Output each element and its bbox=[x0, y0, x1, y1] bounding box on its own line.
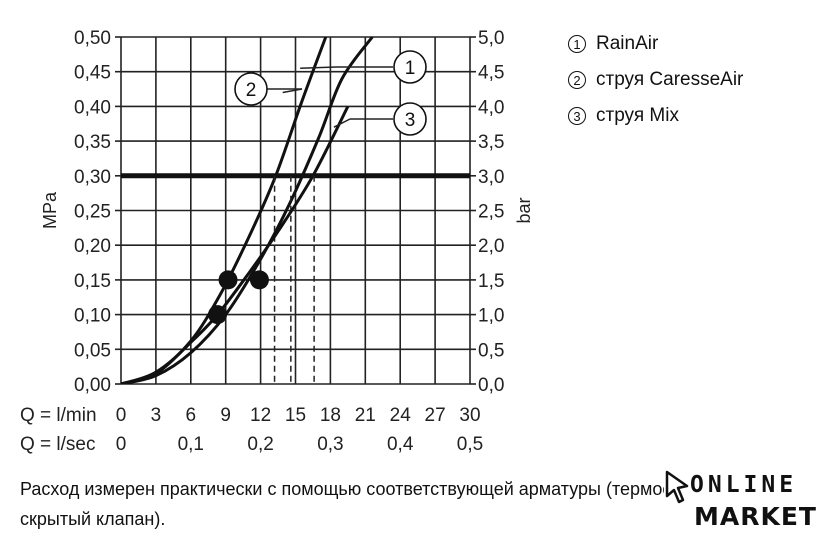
callout-number-1: 1 bbox=[405, 58, 416, 79]
x-tick-label: 6 bbox=[186, 405, 197, 426]
y-tick-label-left: 0,30 bbox=[74, 167, 111, 188]
y-tick-label-left: 0,05 bbox=[74, 340, 111, 361]
x-tick-label: 0,2 bbox=[247, 434, 273, 455]
y-axis-title-left: MPa bbox=[40, 191, 60, 229]
x-tick-label: 21 bbox=[355, 405, 376, 426]
logo-text-market: MARKET bbox=[694, 502, 817, 531]
y-tick-label-left: 0,45 bbox=[74, 63, 111, 84]
y-tick-label-left: 0,40 bbox=[74, 97, 111, 118]
x-tick-label: 12 bbox=[250, 405, 271, 426]
chart-ticks: 0,000,050,100,150,200,250,300,350,400,45… bbox=[20, 28, 534, 455]
x-tick-label: 0,3 bbox=[317, 434, 343, 455]
series-marker-3 bbox=[208, 305, 228, 325]
legend-label-2: струя CaresseAir bbox=[596, 69, 744, 90]
x-tick-label: 3 bbox=[151, 405, 162, 426]
x-tick-label: 0,1 bbox=[178, 434, 204, 455]
x-tick-label: 9 bbox=[220, 405, 231, 426]
x-tick-label: 30 bbox=[459, 405, 480, 426]
y-axis-title-right: bar bbox=[514, 197, 534, 223]
y-tick-label-right: 2,5 bbox=[478, 202, 504, 223]
y-tick-label-right: 1,0 bbox=[478, 306, 504, 327]
legend-item-1: 1 RainAir bbox=[568, 26, 743, 62]
x-tick-label: 24 bbox=[390, 405, 412, 426]
legend-number-1: 1 bbox=[568, 35, 586, 53]
callout-circle-2 bbox=[234, 72, 268, 106]
footnote-text: Расход измерен практически с помощью соо… bbox=[20, 479, 796, 529]
legend-item-2: 2 струя CaresseAir bbox=[568, 62, 743, 98]
y-tick-label-right: 2,0 bbox=[478, 236, 504, 257]
y-tick-label-left: 0,20 bbox=[74, 236, 111, 257]
y-tick-label-right: 3,0 bbox=[478, 167, 504, 188]
y-tick-label-right: 0,0 bbox=[478, 375, 504, 396]
x-axis-row-label: Q = l/min bbox=[20, 405, 97, 426]
legend-label-1: RainAir bbox=[596, 33, 659, 54]
online-market-logo: ONLINE MARKET bbox=[664, 468, 816, 542]
callout-leader-diag-2 bbox=[282, 88, 303, 94]
x-tick-label: 0 bbox=[116, 434, 127, 455]
chart-callouts: 1 2 3 bbox=[234, 50, 427, 136]
x-tick-label: 27 bbox=[425, 405, 446, 426]
flow-pressure-chart: 0,000,050,100,150,200,250,300,350,400,45… bbox=[20, 28, 534, 455]
legend-number-3: 3 bbox=[568, 107, 586, 125]
callout-leader-diag-1 bbox=[300, 66, 337, 69]
y-tick-label-left: 0,50 bbox=[74, 28, 111, 49]
cursor-arrow-icon bbox=[665, 470, 689, 504]
x-tick-label: 0,5 bbox=[457, 434, 483, 455]
y-tick-label-left: 0,35 bbox=[74, 132, 111, 153]
y-tick-label-left: 0,10 bbox=[74, 306, 111, 327]
x-tick-label: 0 bbox=[116, 405, 127, 426]
chart-series bbox=[121, 37, 374, 384]
chart-legend: 1 RainAir 2 струя CaresseAir 3 струя Mix bbox=[568, 26, 743, 134]
series-marker-1 bbox=[249, 270, 269, 290]
y-tick-label-right: 4,0 bbox=[478, 97, 504, 118]
callout-number-3: 3 bbox=[405, 110, 416, 131]
x-axis-row-label: Q = l/sec bbox=[20, 434, 96, 455]
callout-circle-1 bbox=[393, 50, 427, 84]
legend-item-3: 3 струя Mix bbox=[568, 98, 743, 134]
series-line-3 bbox=[121, 105, 350, 384]
y-tick-label-left: 0,00 bbox=[74, 375, 111, 396]
callout-circle-3 bbox=[393, 102, 427, 136]
y-tick-label-right: 3,5 bbox=[478, 132, 504, 153]
y-tick-label-right: 4,5 bbox=[478, 63, 504, 84]
callout-leader-diag-3 bbox=[333, 118, 351, 128]
legend-label-3: струя Mix bbox=[596, 105, 679, 126]
y-tick-label-right: 0,5 bbox=[478, 340, 504, 361]
legend-number-2: 2 bbox=[568, 71, 586, 89]
x-tick-label: 0,4 bbox=[387, 434, 414, 455]
callout-number-2: 2 bbox=[246, 80, 257, 101]
y-tick-label-left: 0,15 bbox=[74, 271, 111, 292]
x-tick-label: 15 bbox=[285, 405, 306, 426]
y-tick-label-right: 5,0 bbox=[478, 28, 504, 49]
y-tick-label-right: 1,5 bbox=[478, 271, 504, 292]
series-marker-2 bbox=[218, 270, 238, 290]
y-tick-label-left: 0,25 bbox=[74, 202, 111, 223]
logo-text-online: ONLINE bbox=[690, 472, 798, 498]
x-tick-label: 18 bbox=[320, 405, 341, 426]
